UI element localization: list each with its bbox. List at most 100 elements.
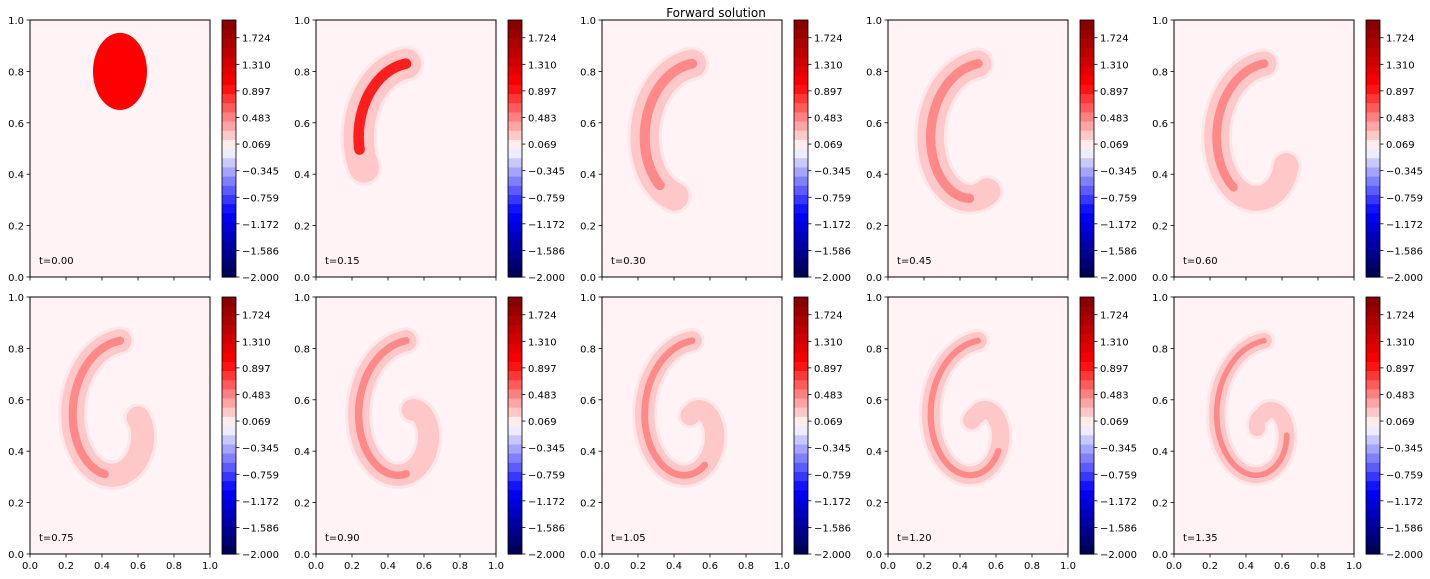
x-tick-label: 0.6 <box>988 561 1004 572</box>
colorbar-tick-label: 1.310 <box>1100 337 1129 348</box>
x-tick-label: 0.0 <box>22 561 38 572</box>
colorbar-segment <box>508 20 522 30</box>
colorbar-segment <box>794 203 808 214</box>
panel: 0.0 0.2 0.4 0.6 0.8 1.0 0.0 0.2 0.4 0.6 0.8 1.0 t=0.… <box>294 293 565 572</box>
colorbar-segment <box>794 388 808 399</box>
colorbar-tick-label: −0.345 <box>1100 167 1137 178</box>
colorbar-segment <box>1366 535 1380 546</box>
colorbar-segment <box>1080 231 1094 241</box>
y-tick-label: 0.8 <box>580 67 596 78</box>
y-tick-label: 0.0 <box>8 273 24 284</box>
colorbar-segment <box>508 139 522 150</box>
colorbar-segment <box>1080 379 1094 390</box>
colorbar-tick-label: −1.586 <box>242 523 279 534</box>
panel-grid: 0.00.20.40.60.81.0t=0.001.7241.3100.8970… <box>8 16 1423 572</box>
colorbar-segment <box>1366 480 1380 491</box>
colorbar-segment <box>222 471 236 482</box>
x-tick-label: 0.2 <box>344 561 360 572</box>
colorbar-segment <box>794 434 808 445</box>
colorbar-tick-label: 0.483 <box>814 113 843 124</box>
colorbar-segment <box>508 342 522 353</box>
colorbar-segment <box>222 29 236 39</box>
colorbar-tick-label: 1.310 <box>1386 337 1415 348</box>
colorbar-segment <box>794 489 808 500</box>
colorbar-tick-label: −0.345 <box>1386 167 1423 178</box>
colorbar-segment <box>794 185 808 195</box>
colorbar-segment <box>794 352 808 362</box>
colorbar-segment <box>508 517 522 528</box>
colorbar-segment <box>222 56 236 67</box>
colorbar-tick-label: −0.759 <box>242 470 279 481</box>
colorbar: 1.724 1.310 0.897 0.483 0.069 −0.345 −0.759 −1.… <box>793 296 851 561</box>
colorbar-tick-label: −0.345 <box>814 444 851 455</box>
panel: 0.0 0.2 0.4 0.6 0.8 1.0 t=0.00 1.724 1.310 0.897 0… <box>8 16 279 284</box>
colorbar-segment <box>794 379 808 390</box>
colorbar-segment <box>222 47 236 58</box>
colorbar-segment <box>508 38 522 49</box>
colorbar-segment <box>794 102 808 113</box>
colorbar-segment <box>1080 352 1094 362</box>
colorbar-segment <box>508 258 522 269</box>
colorbar-segment <box>508 120 522 131</box>
plot-frame <box>1173 19 1355 278</box>
y-tick-label: 0.2 <box>866 499 882 510</box>
colorbar-tick-label: −1.586 <box>528 246 565 257</box>
colorbar: 1.724 1.310 0.897 0.483 0.069 −0.345 −0.759 −1.… <box>221 19 279 284</box>
colorbar-segment <box>222 342 236 353</box>
colorbar-tick-label: −0.345 <box>528 444 565 455</box>
x-tick-label: 0.8 <box>452 561 468 572</box>
colorbar-tick-label: 0.069 <box>528 417 557 428</box>
colorbar-frame <box>793 19 809 278</box>
colorbar-segment <box>508 130 522 140</box>
y-tick-label: 0.8 <box>580 344 596 355</box>
colorbar-frame <box>507 19 523 278</box>
y-tick-label: 1.0 <box>8 293 24 304</box>
colorbar-segment <box>222 38 236 49</box>
colorbar-segment <box>794 498 808 509</box>
colorbar-segment <box>508 212 522 223</box>
colorbar-segment <box>1366 47 1380 58</box>
colorbar-tick-label: 1.724 <box>528 311 557 322</box>
y-tick-label: 0.0 <box>8 550 24 561</box>
y-tick-label: 0.0 <box>866 550 882 561</box>
figure-title: Forward solution <box>666 6 766 20</box>
colorbar-segment <box>222 425 236 436</box>
colorbar-segment <box>222 407 236 417</box>
colorbar-tick-label: −2.000 <box>1386 550 1423 561</box>
colorbar-segment <box>1080 434 1094 445</box>
colorbar-segment <box>508 407 522 417</box>
colorbar-segment <box>222 361 236 372</box>
colorbar-segment <box>794 462 808 472</box>
colorbar: 1.724 1.310 0.897 0.483 0.069 −0.345 −0.759 −1.… <box>507 296 565 561</box>
colorbar-segment <box>508 297 522 307</box>
colorbar-segment <box>222 120 236 131</box>
y-tick-label: 0.8 <box>1152 67 1168 78</box>
colorbar-segment <box>508 185 522 195</box>
x-tick-label: 1.0 <box>488 561 504 572</box>
colorbar-segment <box>794 84 808 95</box>
colorbar-segment <box>508 434 522 445</box>
colorbar-segment <box>794 407 808 417</box>
colorbar-segment <box>1080 20 1094 30</box>
colorbar-segment <box>222 65 236 76</box>
colorbar-segment <box>508 148 522 159</box>
colorbar-segment <box>222 297 236 307</box>
colorbar-segment <box>508 102 522 113</box>
colorbar-segment <box>1366 75 1380 85</box>
colorbar-segment <box>1366 453 1380 463</box>
y-tick-label: 0.6 <box>580 396 596 407</box>
colorbar-segment <box>222 397 236 408</box>
colorbar-segment <box>1080 176 1094 186</box>
contour-field <box>345 327 443 489</box>
colorbar-segment <box>508 489 522 500</box>
time-label: t=0.45 <box>897 256 932 267</box>
colorbar-tick-label: −0.759 <box>1100 470 1137 481</box>
colorbar-segment <box>1080 139 1094 150</box>
colorbar-segment <box>508 462 522 472</box>
colorbar-tick-label: 0.069 <box>528 140 557 151</box>
contour-field <box>632 328 728 488</box>
y-tick-label: 0.2 <box>580 499 596 510</box>
colorbar-segment <box>508 361 522 372</box>
colorbar-segment <box>1366 324 1380 335</box>
colorbar-tick-label: −1.172 <box>1100 220 1137 231</box>
